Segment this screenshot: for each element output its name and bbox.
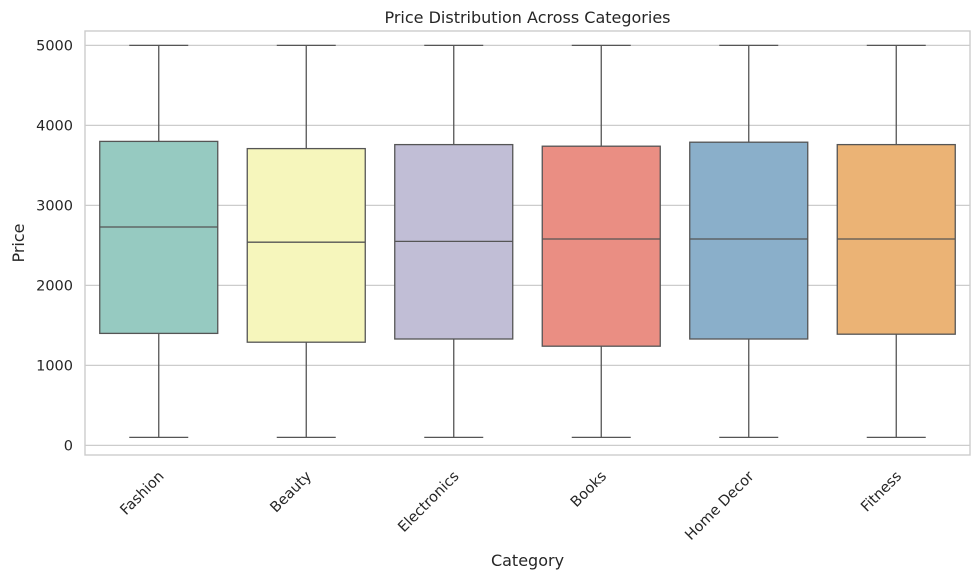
x-tick-label: Fitness: [858, 469, 905, 516]
y-tick-label: 5000: [36, 38, 73, 54]
iqr-box: [689, 141, 809, 340]
x-tick-label: Home Decor: [682, 468, 757, 543]
box-beauty: [246, 44, 366, 439]
box-electronics: [394, 44, 514, 439]
y-tick-label: 2000: [36, 278, 73, 294]
y-axis-label: Price: [9, 223, 28, 262]
box-home-decor: [689, 44, 809, 439]
x-tick-label: Books: [568, 469, 610, 511]
box-fashion: [99, 44, 219, 439]
y-tick-label: 1000: [36, 358, 73, 374]
x-axis-label: Category: [491, 551, 564, 570]
iqr-box: [541, 145, 661, 347]
iqr-box: [246, 147, 366, 343]
y-tick-label: 4000: [36, 118, 73, 134]
box-series: [99, 44, 956, 439]
x-tick-label: Fashion: [118, 469, 168, 519]
x-tick-label: Beauty: [268, 468, 316, 516]
grid-lines: [85, 44, 970, 446]
y-tick-label: 0: [64, 438, 73, 454]
plot-frame: [84, 30, 971, 456]
chart-title: Price Distribution Across Categories: [384, 8, 670, 27]
x-tick-label: Electronics: [395, 469, 462, 536]
y-tick-label: 3000: [36, 198, 73, 214]
box-books: [541, 44, 661, 439]
iqr-box: [99, 140, 219, 335]
box-fitness: [836, 44, 956, 439]
x-tick-labels: Fashion Beauty Electronics Books Home Decor F…: [118, 468, 906, 543]
y-tick-labels: 0 1000 2000 3000 4000 5000: [36, 38, 73, 454]
